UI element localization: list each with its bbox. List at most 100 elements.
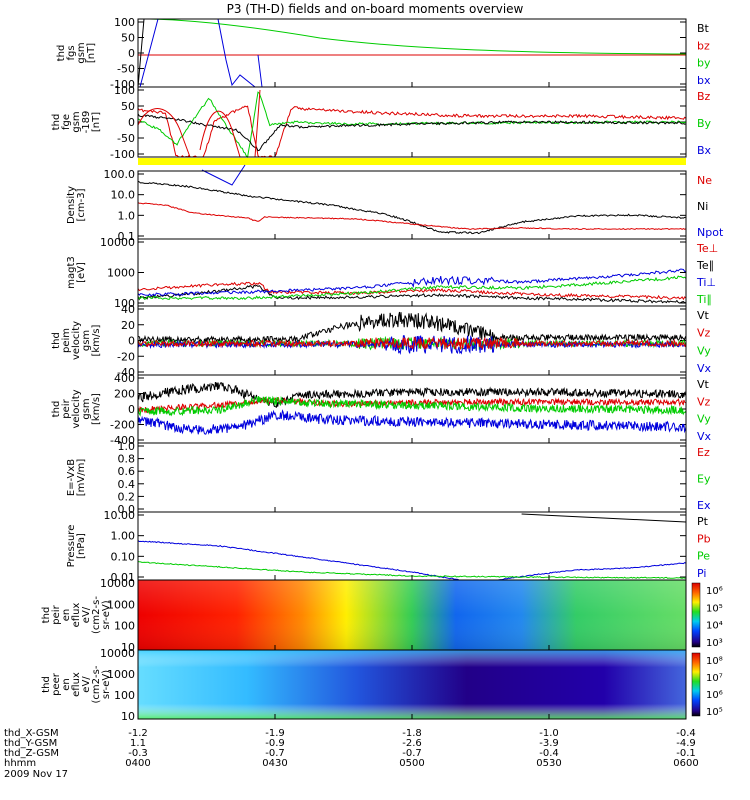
xaxis-tick-value: -0.3 [128,748,148,759]
ylabel-efield-0: E=-VxB [66,459,77,496]
ytick-peir_spec: 100 [114,620,135,633]
spectrogram-ion-shade [138,580,686,650]
legend-fgs-3: bx [697,74,711,87]
legend-fgs-2: by [697,57,711,70]
ylabel-peer_spec-5: (cm2-s- [91,665,102,703]
ytick-fge: 50 [121,100,135,113]
ytick-pressure: 0.01 [111,571,136,584]
ytick-density: 10.0 [111,189,136,202]
ytick-fge: -100 [110,148,135,161]
trace-ne [137,202,687,231]
ylabel-peir_spec-3: eflux [71,603,82,628]
ytick-peim: 20 [121,319,135,332]
panel-peim: thd peim velocity gsm [km/s] 40 20 0 -20 -40 Vt Vz V… [51,303,712,379]
ylabel-fge-0: thd [51,114,62,131]
ylabel-peir-2: velocity [71,389,82,428]
panel-frame [137,86,687,158]
xaxis-tick-value: -0.4 [539,748,559,759]
trace-fge-blue [201,164,246,186]
panel-temp: magt3 [eV] 10000 1000 100 Te⊥ Te∥ Ti⊥ Ti∥ [66,236,718,310]
date-label: 2009 Nov 17 [4,769,68,780]
ytick-peer_spec: 100 [114,689,135,702]
ytick-efield: 0.0 [118,503,136,516]
ytick-efield: 1.0 [118,440,136,453]
legend-density-2: Npot [697,226,724,239]
trace-pt [521,513,687,523]
ytick-fgs: -100 [110,78,135,91]
legend-fge-1: By [697,117,712,130]
trace-te-perp [137,281,687,301]
legend-efield-0: Ez [697,446,710,459]
legend-fge-0: Bz [697,90,711,103]
xaxis-tick-value: -1.0 [539,728,559,739]
ytick-peer_spec: 10000 [100,647,135,660]
colorbar-tick: 10⁶ [706,586,723,597]
plot-title: P3 (TH-D) fields and on-board moments ov… [227,2,524,16]
ytick-peir: 400 [114,372,135,385]
ylabel-efield-1: [mV/m] [76,459,87,497]
xaxis-tick-value: -3.9 [539,738,559,749]
ylabel-peir_spec-4: eV/ [81,606,92,623]
ylabel-density-1: [cm-3] [76,188,87,221]
legend-peir-2: Vy [697,413,711,426]
ytick-peim: 0 [128,335,135,348]
xaxis-tick-value: 0600 [673,758,698,769]
ylabel-peir_spec-5: (cm2-s- [91,596,102,634]
colorbar-tick: 10⁵ [706,603,723,614]
xaxis-tick-value: 0530 [536,758,561,769]
ytick-fgs: 50 [121,32,135,45]
ylabel-peir_spec-6: sr-eV) [101,600,112,629]
ylabel-fgs-2: gsm [76,42,87,63]
xaxis-row-label: thd_Y-GSM [4,738,57,749]
xaxis-row-label: thd_Z-GSM [4,748,59,759]
ylabel-peim-0: thd [51,332,62,349]
legend-peir-3: Vx [697,430,712,443]
ylabel-peer_spec-6: sr-eV) [101,670,112,699]
ytick-peim: -40 [117,366,135,379]
xaxis-tick-value: 0500 [399,758,424,769]
colorbar-ion [691,582,701,648]
ylabel-fge-4: [nT] [91,112,102,132]
legend-fgs-0: Bt [697,22,710,35]
quality-flag-bar [138,158,686,165]
ylabel-peir-0: thd [51,401,62,418]
xaxis-row-label: thd_X-GSM [4,728,59,739]
ytick-pressure: 0.10 [111,550,136,563]
colorbar-tick: 10⁴ [706,621,723,632]
ylabel-temp-0: magt3 [66,256,77,289]
panel-peir: thd peir velocity gsm [km/s] 400 200 0 -200 -400 V… [51,372,712,447]
legend-density-1: Ni [697,200,708,213]
xaxis-tick-value: -0.7 [265,748,285,759]
ytick-fgs: 0 [128,47,135,60]
xaxis-tick-value: 1.1 [130,738,146,749]
ylabel-fge-2: gsm [71,111,82,132]
ytick-temp: 10000 [100,236,135,249]
ytick-peir: -400 [110,434,135,447]
ytick-temp: 1000 [107,267,135,280]
legend-temp-0: Te⊥ [696,242,718,255]
trace-by [149,18,687,55]
trace-peim-vz [137,336,687,351]
ytick-efield: 0.8 [118,453,136,466]
panel-fge: thd fge gsm -189 [nT] 100 50 0 -50 -100 Bz By Bx [51,84,712,161]
ylabel-peer_spec-1: peer [51,672,62,696]
trace-fge-by [137,91,687,158]
ytick-fge: 100 [114,84,135,97]
ylabel-pressure-0: Pressure [66,525,77,568]
legend-peim-3: Vx [697,362,712,375]
xaxis-row-label: hhmm [4,758,36,769]
trace-ni [137,180,687,235]
ytick-peir: 0 [128,403,135,416]
ytick-efield: 0.4 [118,478,136,491]
panel-peir_spec: thd peir en eflux eV/(cm2-s-sr-eV) 10000 1000 1… [41,577,686,654]
xaxis-tick-value: -1.9 [265,728,285,739]
spectrogram-electron-shade [138,650,686,719]
panel-fgs: thd fgs gsm [nT] 100 50 0 -50 -100 Bt bz by bx [56,16,711,91]
ylabel-fgs-0: thd [56,45,67,62]
panel-pressure: Pressure [nPa] 10.00 1.00 0.10 0.01 Pt Pb Pe Pi [66,509,711,584]
ylabel-peim-2: velocity [71,321,82,360]
ytick-temp: 100 [114,297,135,310]
legend-temp-2: Ti⊥ [696,276,716,289]
ytick-efield: 0.6 [118,465,136,478]
